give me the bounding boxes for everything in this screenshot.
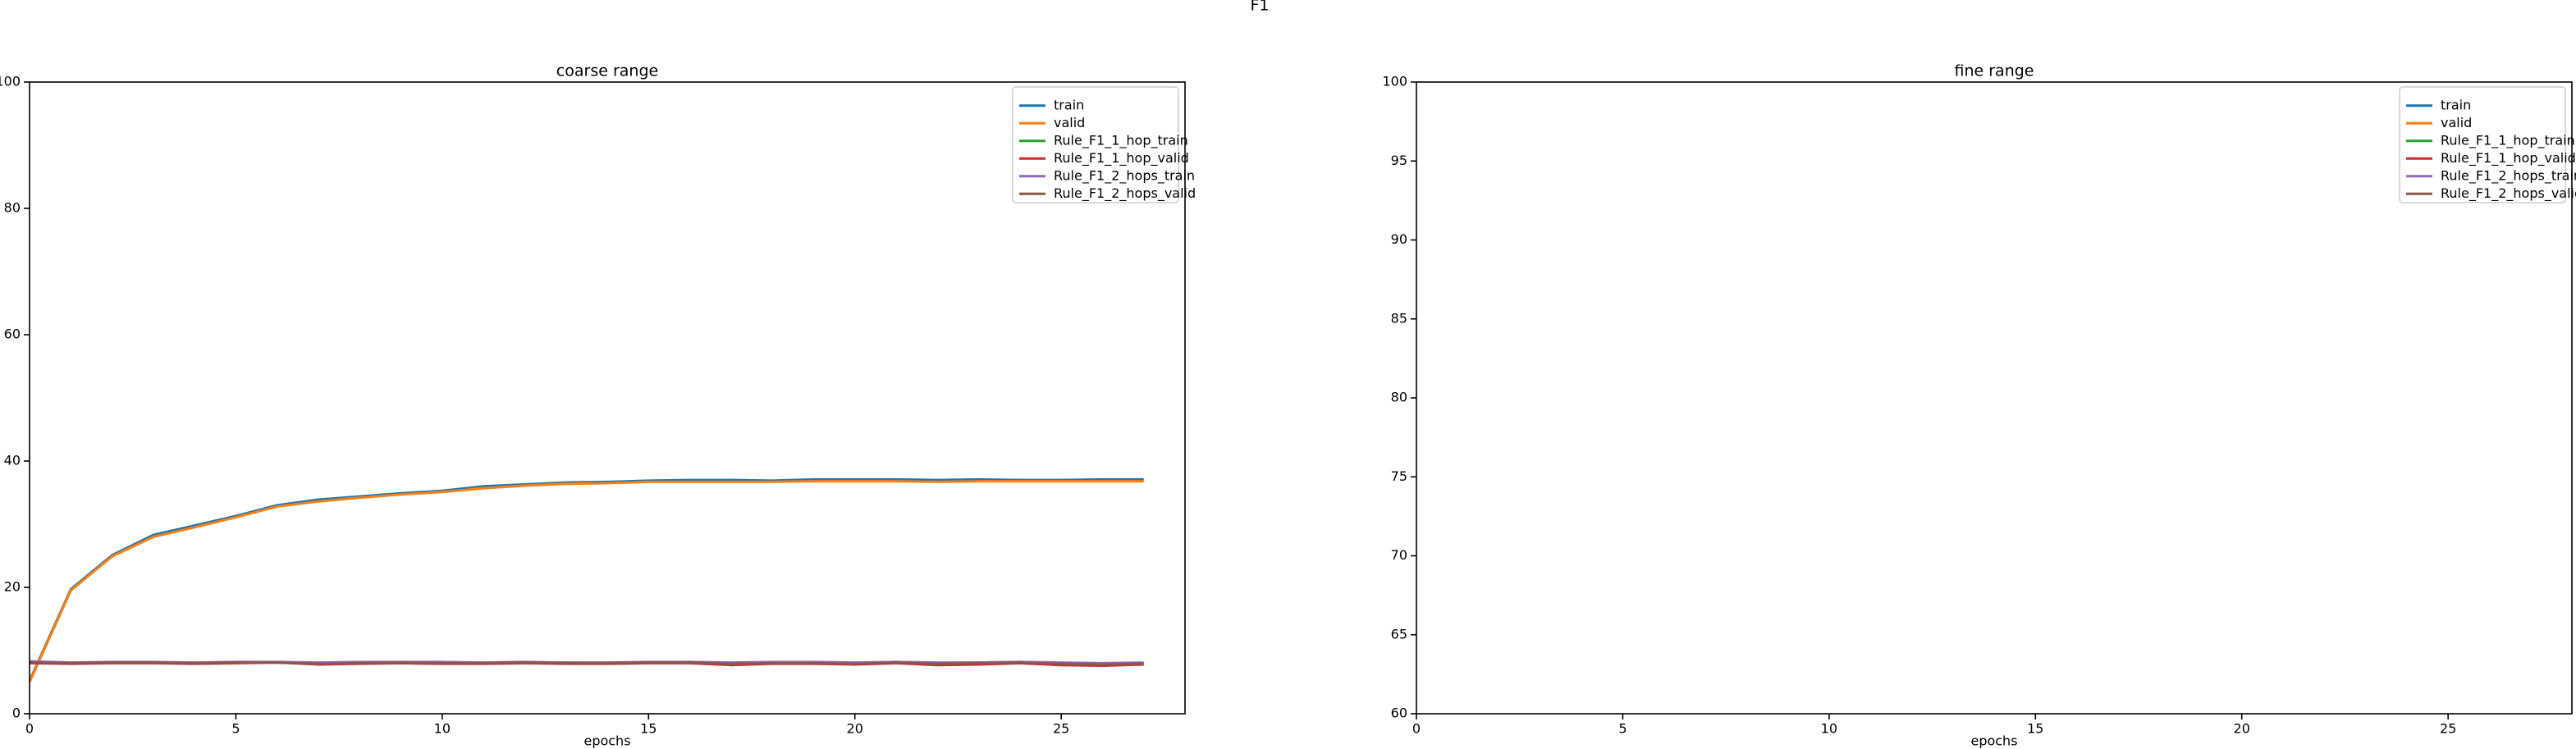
x-axis-label: epochs <box>1970 733 2017 749</box>
legend-label: Rule_F1_1_hop_valid <box>1054 150 1189 167</box>
axes-title: coarse range <box>556 62 658 80</box>
legend-label: Rule_F1_2_hops_valid <box>2441 185 2576 202</box>
legend-label: valid <box>2441 115 2472 130</box>
axes-title: fine range <box>1955 62 2034 80</box>
x-tick-label: 0 <box>1412 721 1421 737</box>
y-tick-label: 95 <box>1391 153 1407 168</box>
y-tick-label: 60 <box>1391 706 1407 721</box>
y-tick-label: 0 <box>12 706 21 721</box>
x-tick-label: 10 <box>1821 721 1837 737</box>
y-tick-label: 75 <box>1391 468 1407 484</box>
legend-label: train <box>1054 97 1084 112</box>
legend-label: train <box>2441 97 2471 112</box>
plot-area <box>30 477 1144 683</box>
legend-label: Rule_F1_2_hops_train <box>1054 167 1195 184</box>
y-tick-label: 60 <box>4 327 21 342</box>
legend-label: Rule_F1_2_hops_valid <box>1054 185 1196 202</box>
y-tick-label: 100 <box>1382 74 1407 89</box>
x-tick-label: 15 <box>2027 721 2043 737</box>
y-tick-label: 70 <box>1391 547 1407 563</box>
y-tick-label: 65 <box>1391 626 1407 642</box>
x-tick-label: 20 <box>847 721 863 737</box>
y-tick-label: 20 <box>4 579 21 595</box>
x-tick-label: 5 <box>1618 721 1627 737</box>
x-tick-label: 25 <box>2440 721 2456 737</box>
x-axis-label: epochs <box>583 733 630 749</box>
x-tick-label: 25 <box>1053 721 1069 737</box>
y-tick-label: 90 <box>1391 231 1407 247</box>
x-tick-label: 10 <box>434 721 451 737</box>
data-line <box>30 661 1144 666</box>
legend-label: Rule_F1_1_hop_train <box>2441 132 2575 148</box>
y-tick-label: 100 <box>0 74 21 89</box>
x-tick-label: 20 <box>2234 721 2250 737</box>
y-tick-label: 80 <box>1391 390 1407 405</box>
data-line <box>30 477 1144 682</box>
x-tick-label: 15 <box>640 721 657 737</box>
axes-frame <box>29 81 1186 715</box>
legend-label: Rule_F1_2_hops_train <box>2441 167 2576 184</box>
data-line <box>30 480 1144 683</box>
y-tick-label: 80 <box>4 200 21 216</box>
legend-box <box>2399 86 2566 203</box>
legend-label: valid <box>1054 115 1085 130</box>
legend-label: Rule_F1_1_hop_valid <box>2441 150 2576 167</box>
figure-title: F1 <box>1250 0 1269 15</box>
legend-label: Rule_F1_1_hop_train <box>1054 132 1188 148</box>
x-tick-label: 5 <box>231 721 240 737</box>
legend-box <box>1012 86 1179 203</box>
y-tick-label: 85 <box>1391 310 1407 326</box>
y-tick-label: 40 <box>4 453 21 468</box>
x-tick-label: 0 <box>25 721 34 737</box>
